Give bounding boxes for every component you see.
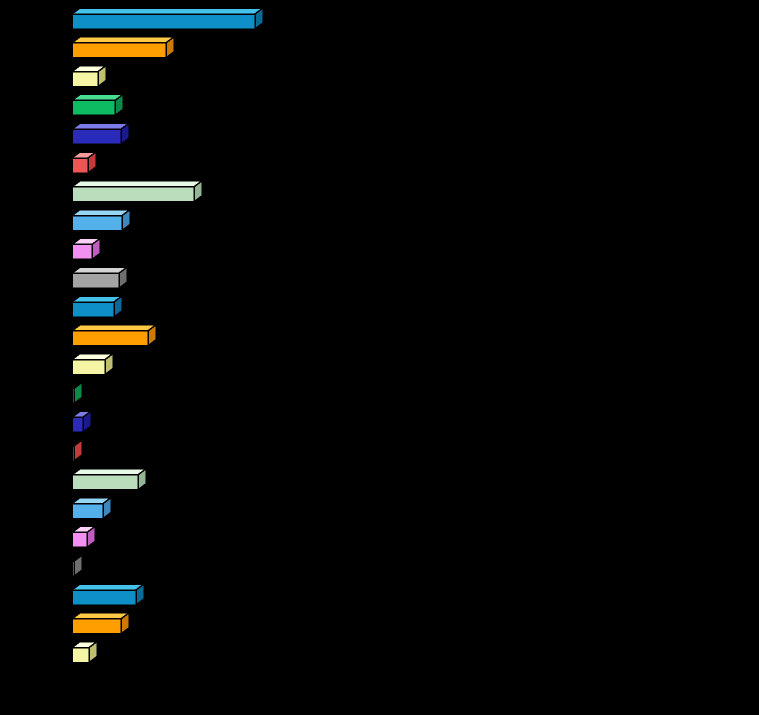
bar-3d bbox=[69, 553, 85, 578]
bar-3d bbox=[69, 467, 149, 492]
bar-3d bbox=[69, 294, 125, 319]
bar-top-face bbox=[69, 36, 177, 44]
bar-3d bbox=[69, 236, 103, 261]
bar-3d bbox=[69, 582, 147, 607]
bar-3d bbox=[69, 611, 132, 636]
bar-3d bbox=[69, 352, 116, 377]
bar-3d bbox=[69, 640, 100, 665]
bar-3d bbox=[69, 323, 159, 348]
bar-top-face bbox=[69, 122, 132, 130]
bar-front-face bbox=[71, 330, 149, 347]
bar-front-face bbox=[71, 445, 75, 462]
bar-top-face bbox=[69, 7, 266, 15]
bar-3d bbox=[69, 496, 114, 521]
bar-front-face bbox=[71, 531, 88, 549]
bar-3d bbox=[69, 524, 98, 549]
bar-3d bbox=[69, 64, 109, 89]
bar-front-face bbox=[71, 618, 122, 635]
bar-front-face bbox=[71, 646, 90, 664]
bar-front-face bbox=[71, 99, 116, 117]
bar-front-face bbox=[71, 358, 106, 376]
bar-front-face bbox=[71, 474, 139, 491]
bar-3d bbox=[69, 92, 126, 117]
bar-top-face bbox=[69, 468, 149, 476]
bar-front-face bbox=[71, 416, 84, 433]
bar-front-face bbox=[71, 214, 123, 232]
bar-front-face bbox=[71, 42, 167, 59]
bar-front-face bbox=[71, 272, 120, 289]
bar-top-face bbox=[69, 208, 133, 217]
bar-3d bbox=[69, 6, 266, 31]
bar-front-face bbox=[71, 243, 93, 261]
bar-3d bbox=[69, 150, 99, 175]
bar-top-face bbox=[69, 612, 132, 620]
bar-top-face bbox=[69, 583, 147, 591]
bar-top-face bbox=[69, 266, 130, 274]
bar-front-face bbox=[71, 13, 256, 30]
bar-front-face bbox=[71, 560, 75, 577]
bar-3d bbox=[69, 208, 133, 233]
bar-front-face bbox=[71, 70, 99, 88]
bar-3d bbox=[69, 179, 205, 204]
bar-front-face bbox=[71, 128, 122, 145]
bar-front-face bbox=[71, 502, 104, 520]
bars-group bbox=[69, 6, 266, 665]
bar-top-face bbox=[69, 180, 205, 188]
bar-front-face bbox=[71, 589, 137, 606]
bar-3d bbox=[69, 35, 177, 60]
bar-front-face bbox=[71, 186, 195, 203]
bar-3d bbox=[69, 438, 85, 463]
bar-3d bbox=[69, 380, 85, 405]
bar-front-face bbox=[71, 387, 75, 405]
bar-front-face bbox=[71, 157, 89, 174]
bar-3d bbox=[69, 409, 94, 434]
bar-3d bbox=[69, 265, 130, 290]
bar-3d bbox=[69, 121, 132, 146]
bar-front-face bbox=[71, 301, 115, 318]
bar-top-face bbox=[69, 324, 159, 332]
